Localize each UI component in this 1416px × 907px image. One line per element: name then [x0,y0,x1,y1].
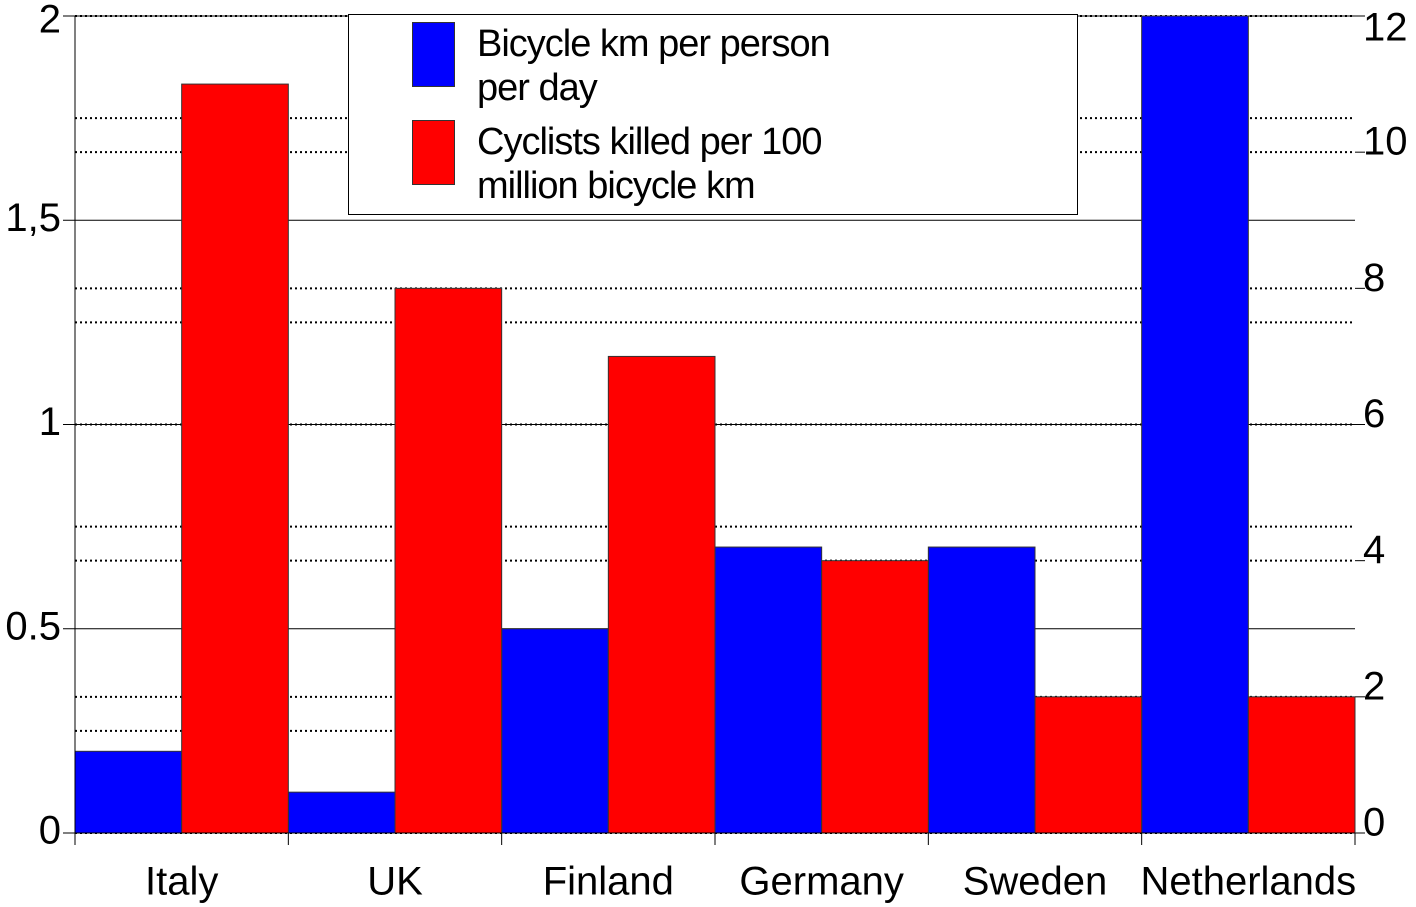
bar [74,750,183,834]
x-tick-label: Germany [739,860,904,904]
bar [714,546,823,834]
x-tick-label: Finland [543,860,674,904]
y-tick-label: 0 [39,809,61,853]
legend-swatch [412,120,455,185]
y-tick-label: 1,5 [5,196,61,240]
x-tick-label: Sweden [963,860,1108,904]
y2-tick-label: 8 [1363,256,1385,300]
y-tick-label: 0.5 [5,604,61,648]
bar [181,83,289,834]
bar [927,546,1036,834]
y-tick-label: 2 [39,0,61,42]
legend-item: Bicycle km per person per day [412,22,887,110]
bar [394,287,503,834]
y2-tick-label: 10 [1363,120,1408,164]
bar [1247,696,1356,834]
legend-label: Bicycle km per person per day [477,23,831,109]
y-tick-label: 1 [39,400,61,444]
bar [607,355,716,834]
y2-tick-label: 0 [1363,801,1385,845]
x-tick-label: UK [367,860,423,904]
bar [1034,696,1143,834]
y2-tick-label: 4 [1363,528,1385,572]
bar [1141,15,1249,834]
y2-tick-label: 12 [1363,6,1408,50]
bar [821,560,929,834]
bar [501,628,609,834]
legend: Bicycle km per person per day Cyclists ki… [348,14,1078,215]
legend-item: Cyclists killed per 100 million bicycle … [412,120,887,208]
x-tick-label: Italy [145,860,218,904]
x-tick-label: Netherlands [1140,860,1356,904]
legend-label: Cyclists killed per 100 million bicycle … [477,121,822,207]
legend-swatch [412,22,455,87]
bar [287,791,396,834]
y2-tick-label: 6 [1363,392,1385,436]
y2-tick-label: 2 [1363,664,1385,708]
